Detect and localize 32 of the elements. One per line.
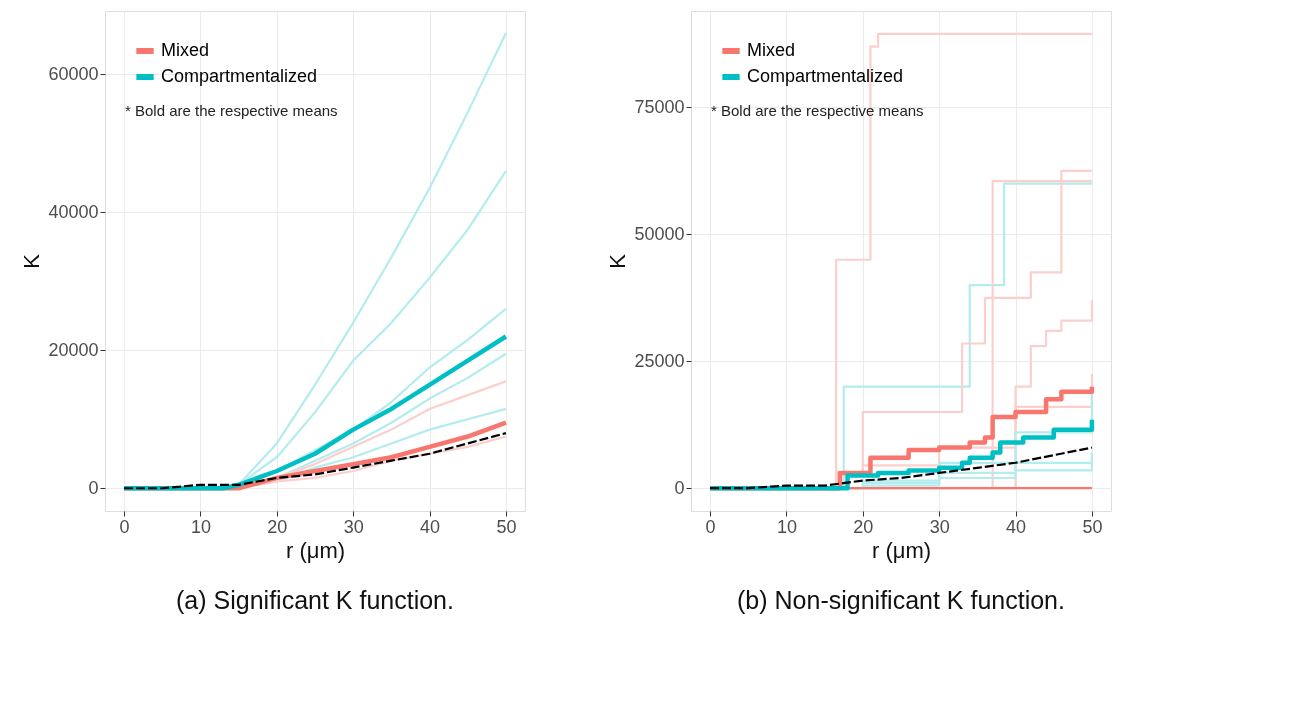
- annotation: * Bold are the respective means: [125, 102, 338, 119]
- y-tick-label: 75000: [634, 96, 685, 117]
- y-axis-title: K: [19, 253, 45, 269]
- x-axis-title: r (μm): [285, 537, 346, 563]
- x-tick-label: 40: [1006, 516, 1027, 537]
- annotation: * Bold are the respective means: [711, 102, 924, 119]
- x-axis-title: r (μm): [871, 537, 932, 563]
- text: (a) Significant K function.: [176, 586, 454, 614]
- x-tick-label: 10: [190, 516, 211, 537]
- x-tick-label: 20: [267, 516, 288, 537]
- legend-label: Compartmentalized: [161, 66, 318, 86]
- y-tick-label: 60000: [48, 63, 99, 84]
- x-tick-label: 30: [929, 516, 950, 537]
- x-tick-label: 10: [776, 516, 797, 537]
- legend-label: Compartmentalized: [747, 66, 904, 86]
- legend-label: Mixed: [747, 40, 796, 60]
- x-tick-label: 40: [420, 516, 441, 537]
- x-tick-label: 50: [1082, 516, 1103, 537]
- y-tick-label: 0: [88, 477, 99, 498]
- y-tick-label: 40000: [48, 201, 99, 222]
- y-tick-label: 20000: [48, 339, 99, 360]
- x-tick-label: 50: [496, 516, 517, 537]
- x-tick-label: 0: [119, 516, 130, 537]
- y-axis-title: K: [605, 253, 631, 269]
- legend-label: Mixed: [161, 40, 210, 60]
- y-tick-label: 25000: [634, 350, 685, 371]
- x-tick-label: 0: [705, 516, 716, 537]
- y-tick-label: 0: [674, 477, 685, 498]
- x-tick-label: 20: [853, 516, 874, 537]
- x-tick-label: 30: [343, 516, 364, 537]
- y-tick-label: 50000: [634, 223, 685, 244]
- text: (b) Non-significant K function.: [737, 586, 1065, 614]
